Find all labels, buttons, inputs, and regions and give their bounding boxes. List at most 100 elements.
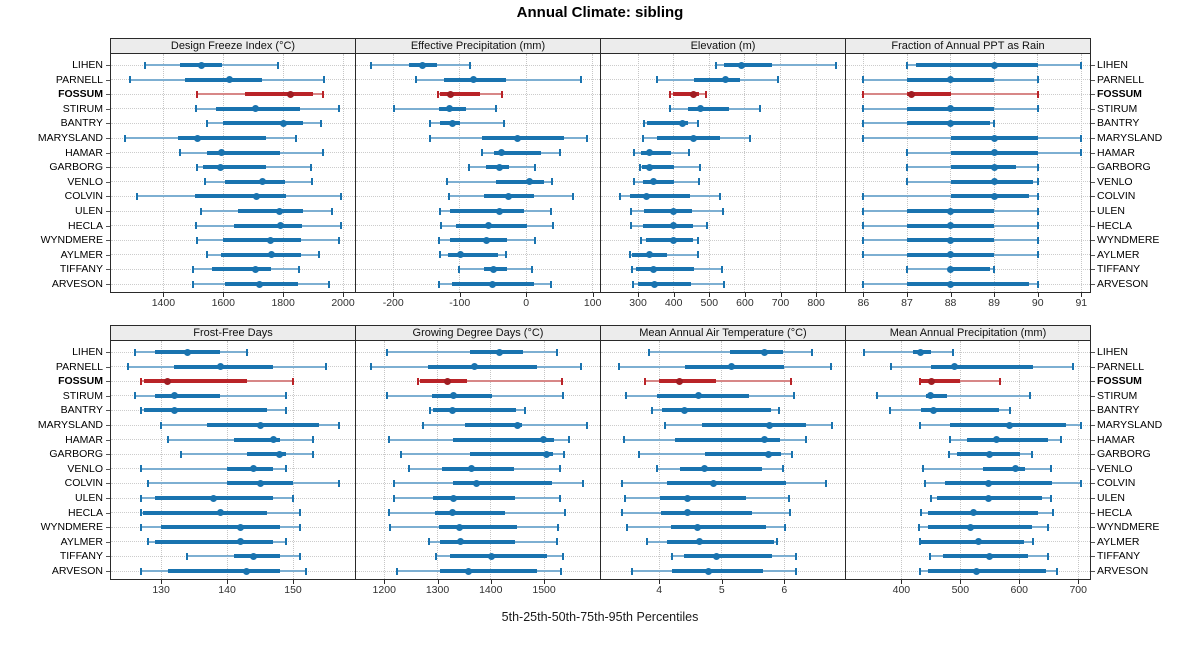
iqr-bar (440, 569, 537, 573)
median-dot (984, 479, 992, 487)
station-label-left: VENLO (67, 175, 103, 188)
iqr-bar (643, 223, 693, 228)
median-dot (990, 61, 998, 69)
x-axis-tick (673, 293, 675, 297)
whisker-cap-95th (277, 61, 280, 69)
whisker-cap-95th (834, 61, 837, 69)
median-dot (170, 392, 178, 400)
whisker-cap-5th (626, 523, 629, 531)
whisker-cap-95th (555, 348, 558, 356)
x-axis-tick (863, 293, 865, 297)
x-tick-label: 500 (700, 297, 719, 309)
median-dot (947, 105, 955, 113)
whisker-range-line (864, 351, 953, 353)
whisker-cap-5th (643, 119, 646, 127)
median-dot (646, 163, 654, 171)
row-tick-right (1091, 123, 1095, 125)
row-tick-right (1091, 225, 1095, 227)
whisker-cap-5th (440, 222, 443, 230)
iqr-bar (673, 92, 700, 97)
whisker-cap-5th (429, 119, 432, 127)
row-tick-right (1091, 410, 1095, 412)
iqr-bar (439, 92, 481, 97)
iqr-bar (167, 569, 280, 573)
whisker-cap-95th (321, 149, 324, 157)
whisker-cap-5th (889, 363, 892, 371)
x-tick-label: 86 (857, 297, 870, 309)
whisker-cap-5th (179, 450, 182, 458)
median-dot (947, 280, 955, 288)
whisker-cap-95th (782, 465, 785, 473)
x-tick-label: -200 (382, 297, 404, 309)
median-dot (210, 494, 218, 502)
chart-title: Annual Climate: sibling (516, 4, 684, 21)
station-label-right: PARNELL (1097, 360, 1145, 373)
whisker-cap-5th (650, 406, 653, 414)
row-tick-left (106, 79, 110, 81)
median-dot (650, 280, 658, 288)
whisker-cap-5th (906, 265, 908, 273)
v-gridline (708, 54, 710, 292)
median-dot (984, 494, 992, 502)
median-dot (721, 76, 729, 84)
row-tick-right (1091, 284, 1095, 285)
median-dot (236, 538, 244, 546)
whisker-cap-5th (399, 450, 402, 458)
iqr-bar (439, 106, 467, 111)
whisker-cap-95th (758, 105, 761, 113)
x-tick-label: 100 (583, 297, 602, 309)
station-label-left: COLVIN (64, 477, 103, 490)
iqr-bar (684, 554, 773, 559)
median-dot (258, 178, 266, 186)
median-dot (947, 207, 955, 215)
whisker-cap-5th (923, 479, 926, 487)
whisker-cap-95th (245, 348, 248, 356)
whisker-cap-95th (285, 392, 288, 400)
x-axis-tick (816, 293, 818, 297)
median-dot (456, 538, 464, 546)
station-label-right: HAMAR (1097, 146, 1135, 159)
v-gridline (993, 54, 995, 292)
row-tick-right (1091, 196, 1095, 198)
whisker-cap-95th (1036, 280, 1039, 288)
row-tick-left (106, 468, 110, 470)
whisker-cap-95th (1036, 222, 1039, 230)
panel-plot (355, 53, 601, 293)
iqr-bar (643, 179, 674, 184)
x-tick-label: 500 (951, 584, 970, 596)
whisker-cap-5th (642, 134, 645, 142)
row-tick-left (106, 211, 110, 212)
iqr-bar (656, 136, 721, 140)
whisker-cap-95th (562, 392, 565, 400)
whisker-cap-5th (385, 348, 388, 356)
row-tick-left (106, 123, 110, 125)
row-tick-right (1091, 65, 1095, 66)
whisker-cap-5th (143, 61, 146, 69)
whisker-cap-95th (340, 192, 343, 200)
whisker-cap-95th (321, 90, 324, 98)
iqr-bar (450, 209, 524, 213)
station-label-left: HECLA (67, 506, 103, 519)
x-axis-tick (780, 293, 782, 297)
whisker-range-line (644, 380, 792, 383)
whisker-cap-5th (448, 192, 451, 200)
row-tick-right (1091, 138, 1095, 139)
iqr-bar (154, 539, 274, 544)
whisker-cap-95th (718, 192, 721, 200)
iqr-bar (950, 194, 1029, 199)
median-dot (488, 280, 496, 288)
whisker-cap-95th (829, 363, 832, 371)
row-tick-right (1091, 425, 1095, 426)
row-tick-left (106, 167, 110, 169)
row-tick-right (1091, 395, 1095, 397)
x-axis-tick (161, 580, 163, 584)
row-gridline (601, 225, 845, 227)
whisker-cap-95th (1036, 76, 1039, 84)
median-dot (690, 134, 698, 142)
whisker-cap-5th (643, 377, 646, 385)
median-dot (526, 178, 534, 186)
row-tick-right (1091, 79, 1095, 81)
v-gridline (744, 54, 746, 292)
iqr-bar (195, 194, 287, 199)
whisker-cap-5th (922, 465, 925, 473)
